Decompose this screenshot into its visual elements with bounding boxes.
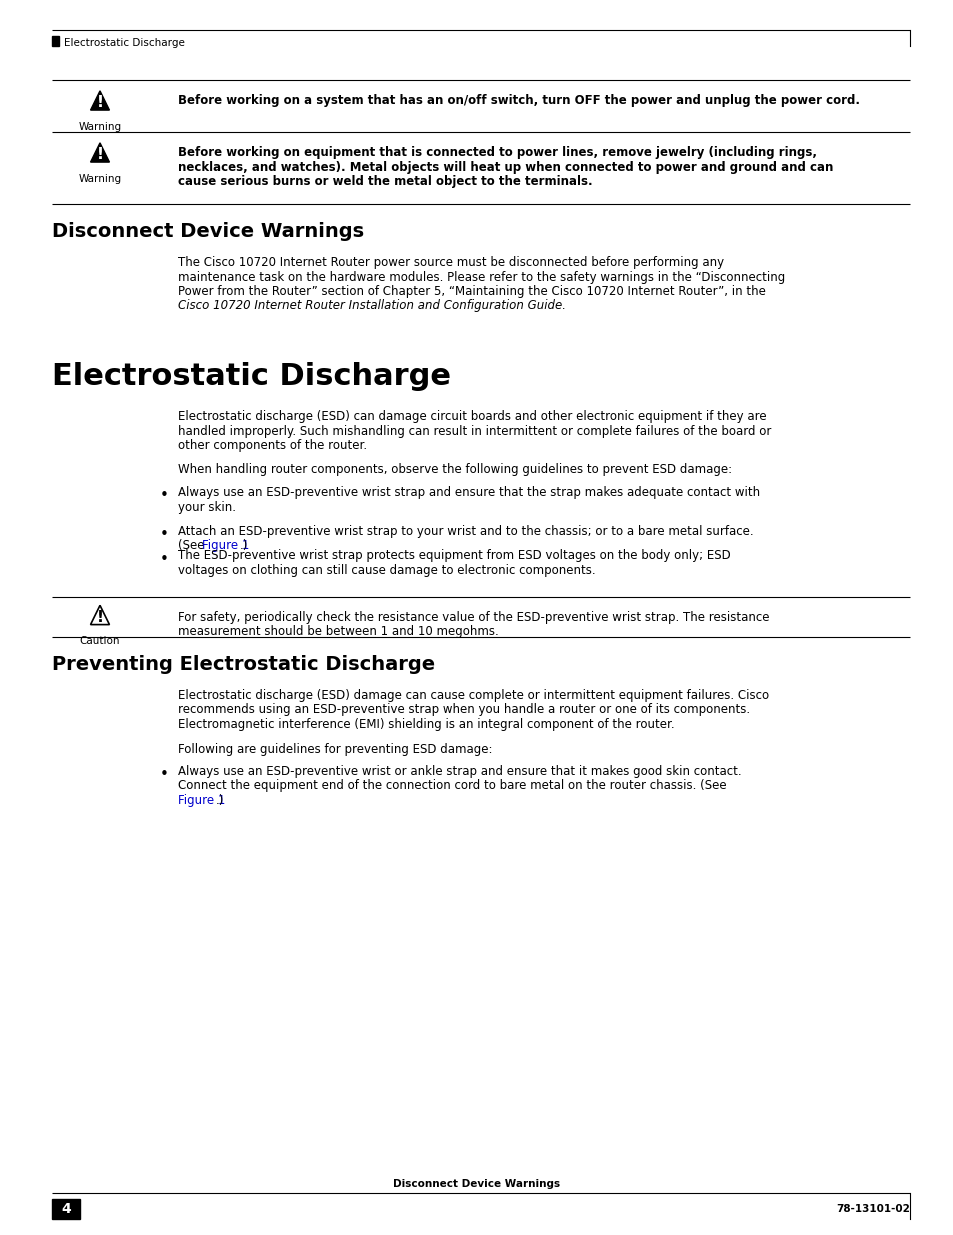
Text: •: • (159, 767, 169, 782)
Text: other components of the router.: other components of the router. (178, 438, 367, 452)
Text: measurement should be between 1 and 10 megohms.: measurement should be between 1 and 10 m… (178, 625, 498, 638)
Text: Before working on equipment that is connected to power lines, remove jewelry (in: Before working on equipment that is conn… (178, 146, 816, 159)
Text: Always use an ESD-preventive wrist strap and ensure that the strap makes adequat: Always use an ESD-preventive wrist strap… (178, 487, 760, 499)
Text: •: • (159, 552, 169, 567)
Text: cause serious burns or weld the metal object to the terminals.: cause serious burns or weld the metal ob… (178, 175, 592, 188)
Text: your skin.: your skin. (178, 500, 235, 514)
Text: Electrostatic discharge (ESD) damage can cause complete or intermittent equipmen: Electrostatic discharge (ESD) damage can… (178, 689, 768, 701)
Polygon shape (91, 605, 110, 625)
Text: Following are guidelines for preventing ESD damage:: Following are guidelines for preventing … (178, 742, 492, 756)
Text: Preventing Electrostatic Discharge: Preventing Electrostatic Discharge (52, 655, 435, 674)
Text: Figure 1: Figure 1 (201, 540, 249, 552)
Bar (52, 1199, 80, 1219)
Text: Warning: Warning (78, 122, 121, 132)
Text: voltages on clothing can still cause damage to electronic components.: voltages on clothing can still cause dam… (178, 564, 595, 577)
Text: .): .) (215, 794, 224, 806)
Text: Disconnect Device Warnings: Disconnect Device Warnings (52, 222, 364, 241)
Text: For safety, periodically check the resistance value of the ESD-preventive wrist : For safety, periodically check the resis… (178, 610, 769, 624)
Text: !: ! (96, 610, 103, 625)
Polygon shape (91, 91, 110, 110)
Text: Caution: Caution (80, 636, 120, 646)
Text: Power from the Router” section of Chapter 5, “Maintaining the Cisco 10720 Intern: Power from the Router” section of Chapte… (178, 285, 765, 298)
Text: .): .) (239, 540, 248, 552)
Text: •: • (159, 488, 169, 503)
Text: Disconnect Device Warnings: Disconnect Device Warnings (393, 1179, 560, 1189)
Text: maintenance task on the hardware modules. Please refer to the safety warnings in: maintenance task on the hardware modules… (178, 270, 784, 284)
Text: Electrostatic discharge (ESD) can damage circuit boards and other electronic equ: Electrostatic discharge (ESD) can damage… (178, 410, 766, 424)
Text: Warning: Warning (78, 174, 121, 184)
Text: Cisco 10720 Internet Router Installation and Configuration Guide.: Cisco 10720 Internet Router Installation… (178, 300, 565, 312)
Text: Electrostatic Discharge: Electrostatic Discharge (52, 362, 451, 391)
Polygon shape (91, 143, 110, 162)
Text: Always use an ESD-preventive wrist or ankle strap and ensure that it makes good : Always use an ESD-preventive wrist or an… (178, 764, 740, 778)
Text: 78-13101-02: 78-13101-02 (835, 1204, 909, 1214)
Text: handled improperly. Such mishandling can result in intermittent or complete fail: handled improperly. Such mishandling can… (178, 425, 771, 437)
Text: When handling router components, observe the following guidelines to prevent ESD: When handling router components, observe… (178, 463, 731, 477)
Text: (See: (See (178, 540, 208, 552)
Bar (52, 36, 59, 46)
Text: Attach an ESD-preventive wrist strap to your wrist and to the chassis; or to a b: Attach an ESD-preventive wrist strap to … (178, 525, 753, 538)
Text: Electrostatic Discharge: Electrostatic Discharge (64, 38, 185, 48)
Text: !: ! (96, 95, 103, 110)
Text: Figure 1: Figure 1 (178, 794, 225, 806)
Text: 4: 4 (61, 1202, 71, 1216)
Text: !: ! (96, 147, 103, 162)
Text: recommends using an ESD-preventive strap when you handle a router or one of its : recommends using an ESD-preventive strap… (178, 704, 749, 716)
Text: necklaces, and watches). Metal objects will heat up when connected to power and : necklaces, and watches). Metal objects w… (178, 161, 833, 173)
Text: Before working on a system that has an on/off switch, turn OFF the power and unp: Before working on a system that has an o… (178, 94, 859, 107)
Text: Electromagnetic interference (EMI) shielding is an integral component of the rou: Electromagnetic interference (EMI) shiel… (178, 718, 674, 731)
Text: •: • (159, 527, 169, 542)
Text: The ESD-preventive wrist strap protects equipment from ESD voltages on the body : The ESD-preventive wrist strap protects … (178, 550, 730, 562)
Text: Connect the equipment end of the connection cord to bare metal on the router cha: Connect the equipment end of the connect… (178, 779, 726, 793)
Text: The Cisco 10720 Internet Router power source must be disconnected before perform: The Cisco 10720 Internet Router power so… (178, 256, 723, 269)
